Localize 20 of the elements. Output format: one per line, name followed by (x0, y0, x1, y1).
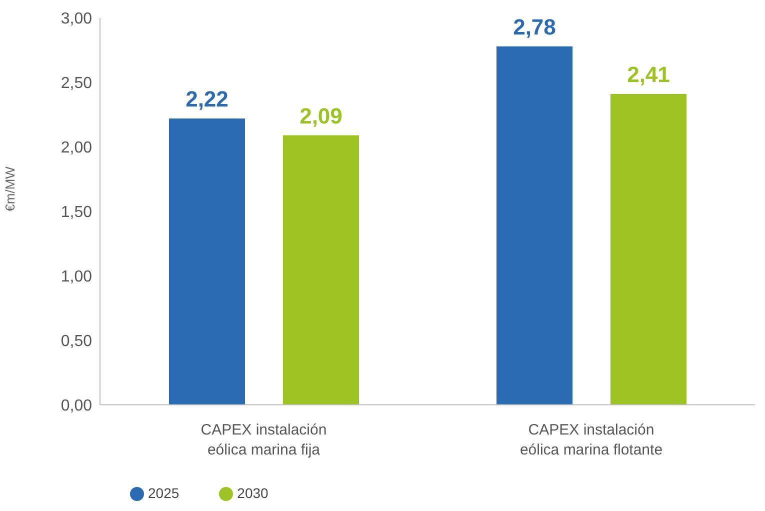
y-tick-label: 0,00 (60, 397, 92, 414)
bar (283, 135, 359, 405)
bar (496, 46, 572, 405)
data-label: 2,41 (627, 62, 670, 88)
y-tick-label: 1,00 (60, 268, 92, 286)
data-label: 2,09 (300, 103, 342, 128)
bar (610, 94, 686, 405)
bar (169, 118, 245, 405)
x-tick-label: CAPEX instalación eólica marina fija (200, 422, 327, 459)
legend-label: 2025 (148, 484, 180, 501)
y-tick-label: 1,50 (60, 204, 92, 222)
y-tick-label: 0,50 (60, 332, 92, 350)
y-tick-label: 2,50 (60, 75, 92, 92)
y-tick-label: 3,00 (60, 10, 92, 28)
x-tick-label: CAPEX instalación eólica marina flotante (520, 422, 663, 459)
data-label: 2,78 (513, 14, 556, 40)
legend-label: 2030 (237, 484, 268, 501)
y-tick-label: 2,00 (60, 140, 92, 157)
data-label: 2,22 (186, 86, 228, 112)
y-axis-title: €m/MW (2, 166, 18, 212)
